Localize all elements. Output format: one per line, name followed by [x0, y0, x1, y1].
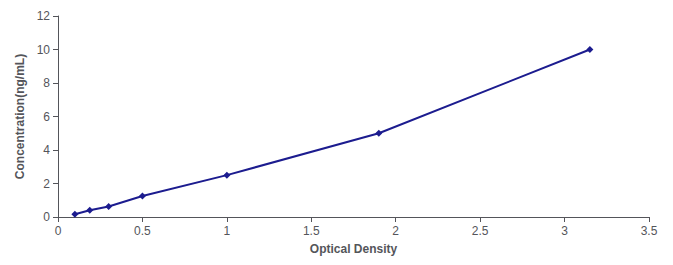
svg-text:10: 10 [37, 43, 51, 57]
svg-text:0: 0 [55, 224, 62, 238]
svg-text:1.5: 1.5 [303, 224, 320, 238]
svg-text:3.5: 3.5 [641, 224, 658, 238]
svg-text:6: 6 [43, 110, 50, 124]
svg-text:8: 8 [43, 76, 50, 90]
svg-text:Concentration(ng/mL): Concentration(ng/mL) [13, 54, 27, 179]
svg-text:0: 0 [43, 210, 50, 224]
svg-text:Optical Density: Optical Density [310, 242, 398, 256]
svg-text:2: 2 [392, 224, 399, 238]
svg-text:0.5: 0.5 [134, 224, 151, 238]
svg-text:2: 2 [43, 177, 50, 191]
svg-text:4: 4 [43, 143, 50, 157]
svg-text:2.5: 2.5 [472, 224, 489, 238]
svg-text:12: 12 [37, 9, 51, 23]
svg-text:3: 3 [561, 224, 568, 238]
svg-text:1: 1 [224, 224, 231, 238]
